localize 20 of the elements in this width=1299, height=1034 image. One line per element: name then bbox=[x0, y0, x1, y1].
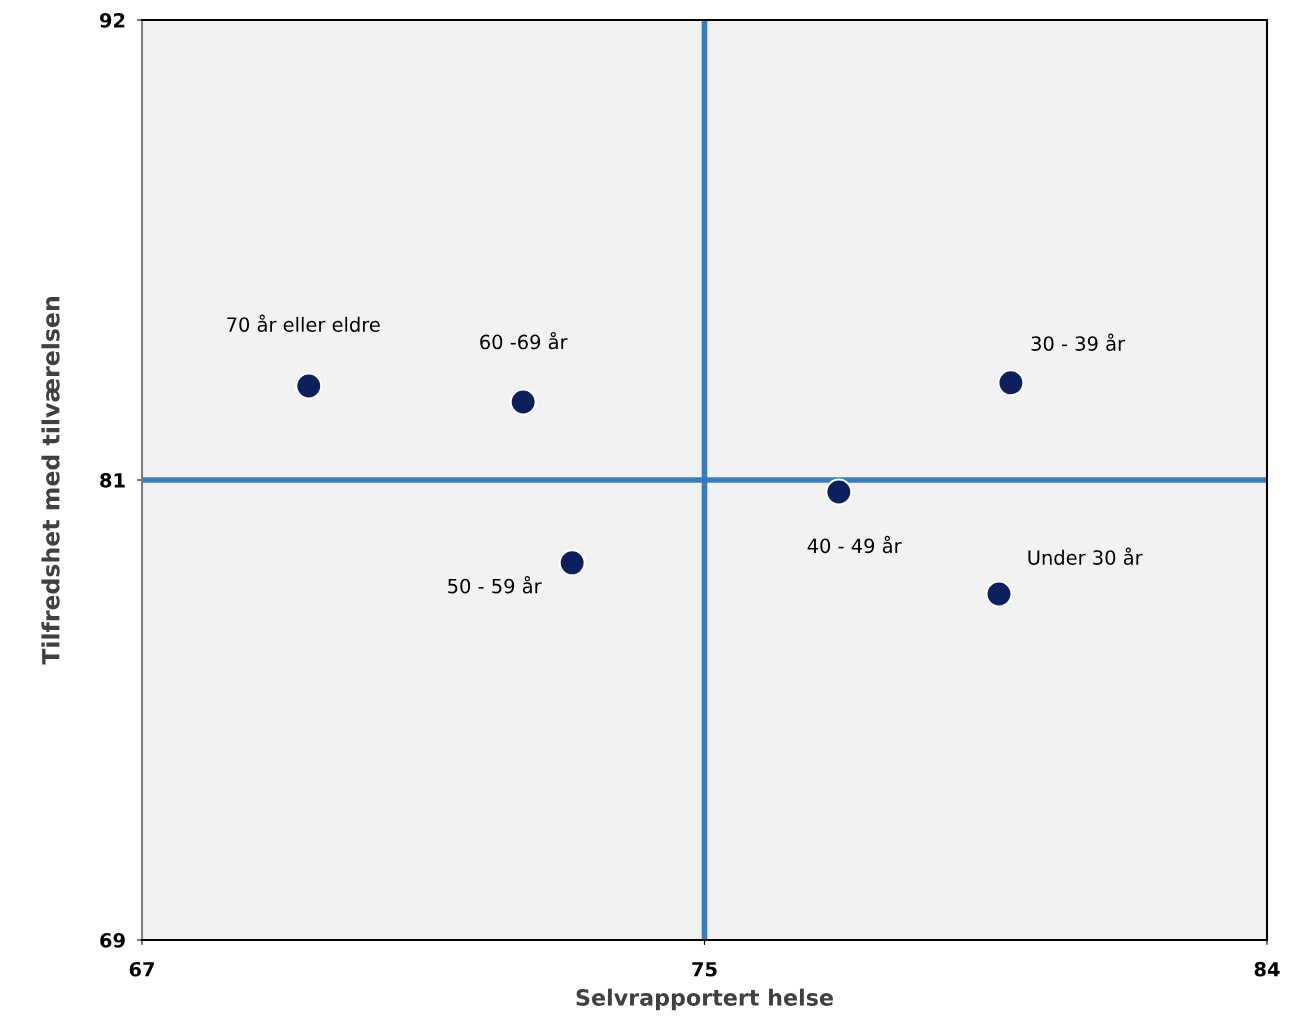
annotation: 40 - 49 år bbox=[807, 535, 902, 554]
y-axis-title: Tilfredshet med tilværelsen bbox=[41, 297, 60, 665]
y-tick-label: 92 bbox=[99, 12, 125, 28]
x-tick-label: 84 bbox=[1254, 961, 1280, 977]
y-tick-label: 69 bbox=[100, 932, 125, 948]
annotation: 50 - 59 år bbox=[448, 576, 542, 594]
annotation: 30 - 39 år bbox=[1031, 333, 1126, 351]
point bbox=[509, 388, 537, 416]
x-tick-label: 67 bbox=[129, 961, 154, 977]
point bbox=[295, 372, 323, 400]
point bbox=[558, 549, 586, 577]
annotation: 60 -69 år bbox=[480, 331, 568, 350]
point bbox=[985, 580, 1013, 608]
x-axis-title: Selvrapportert helse bbox=[576, 988, 833, 1011]
point bbox=[997, 369, 1025, 397]
annotation: 70 år eller eldre bbox=[227, 314, 380, 332]
x-tick-label: 75 bbox=[692, 962, 717, 977]
point bbox=[825, 478, 853, 506]
y-tick-label: 81 bbox=[100, 472, 125, 488]
annotation: Under 30 år bbox=[1028, 547, 1143, 565]
